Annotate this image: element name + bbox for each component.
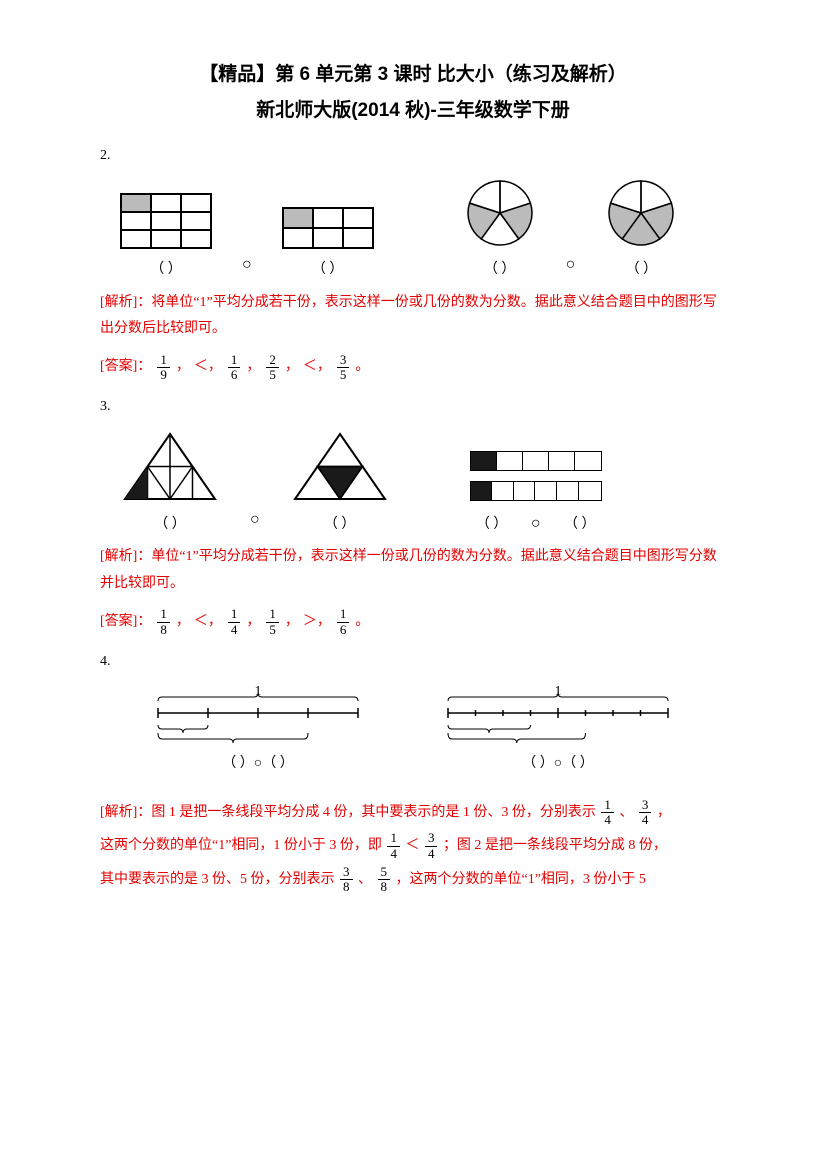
q2-number: 2. — [100, 145, 726, 167]
blank-paren: （ ） — [150, 262, 182, 277]
blank-paren: （ ） — [324, 517, 356, 532]
number-line-4parts: 1 — [138, 683, 378, 763]
q3-answer: [答案]： 18 ， ＜， 14 ， 15 ， ＞， 16 。 — [100, 607, 726, 637]
blank-paren: （ ） — [564, 517, 596, 532]
compare-circle: ○ — [250, 507, 260, 533]
q3-explain: [解析]：单位“1”平均分成若干份，表示这样一份或几份的数为分数。据此意义结合题… — [100, 544, 726, 597]
pie-5-shade2 — [464, 177, 536, 249]
q4-number: 4. — [100, 651, 726, 673]
q2-figures: （ ） ○ （ ） （ ） ○ — [120, 177, 726, 281]
q2-explain: [解析]：将单位“1”平均分成若干份，表示这样一份或几份的数为分数。据此意义结合… — [100, 290, 726, 343]
q3-figures: （ ） ○ （ ） （ ） ○ （ ） — [120, 429, 726, 536]
grid-3x3 — [120, 193, 212, 249]
grid-2x3 — [282, 207, 374, 249]
compare-circle: ○ — [531, 511, 541, 537]
bar-5parts — [470, 451, 602, 471]
triangle-4parts — [290, 429, 390, 504]
page-title: 【精品】第 6 单元第 3 课时 比大小（练习及解析） — [100, 60, 726, 90]
compare-circle: ○ — [242, 252, 252, 278]
blank-paren: （ ） — [476, 517, 508, 532]
bar-6parts — [470, 481, 602, 501]
blank-paren: （ ） — [484, 262, 516, 277]
q4-explain: [解析]：图 1 是把一条线段平均分成 4 份，其中要表示的是 1 份、3 份，… — [100, 796, 726, 897]
blank-paren: （ ） — [312, 262, 344, 277]
blank-paren: （ ） — [154, 517, 186, 532]
number-line-8parts: 1 — [428, 683, 688, 763]
page-subtitle: 新北师大版(2014 秋)-三年级数学下册 — [100, 96, 726, 126]
q3-number: 3. — [100, 396, 726, 418]
blank-paren: （ ） — [626, 262, 658, 277]
q4-figures: 1 （ ）○（ ） 1 — [100, 683, 726, 775]
q2-answer: [答案]： 19 ， ＜， 16 ， 25 ， ＜， 35 。 — [100, 353, 726, 383]
pie-5-shade3 — [605, 177, 677, 249]
compare-circle: ○ — [566, 252, 576, 278]
triangle-8parts — [120, 429, 220, 504]
